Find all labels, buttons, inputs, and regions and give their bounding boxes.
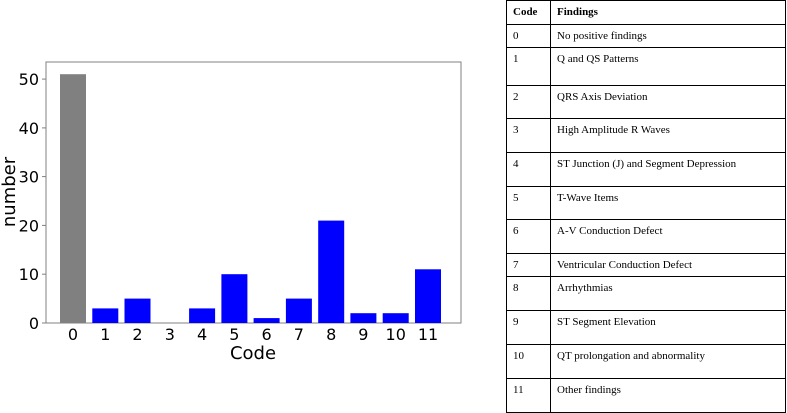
y-tick-label: 0 (29, 314, 39, 333)
y-tick-label: 50 (19, 70, 39, 89)
y-tick-label: 20 (19, 216, 39, 235)
code-cell: 9 (506, 310, 551, 345)
finding-cell: High Amplitude R Waves (550, 118, 786, 153)
code-cell: 1 (506, 47, 551, 86)
finding-cell: A-V Conduction Defect (550, 219, 786, 254)
bar-code-6 (253, 318, 280, 323)
table-row: 11 Other findings (506, 378, 786, 413)
code-cell: 7 (506, 253, 551, 277)
bar-code-4 (189, 308, 216, 323)
table-row: 3 High Amplitude R Waves (506, 118, 786, 153)
x-tick-label: 7 (294, 325, 304, 344)
code-cell: 10 (506, 344, 551, 379)
finding-cell: Other findings (550, 378, 786, 413)
table-row: 4 ST Junction (J) and Segment Depression (506, 152, 786, 187)
finding-cell: ST Segment Elevation (550, 310, 786, 345)
code-cell: 0 (506, 24, 551, 48)
bar-code-8 (318, 220, 345, 323)
y-tick-label: 40 (19, 119, 39, 138)
table-row: 0 No positive findings (506, 24, 786, 48)
code-cell: 2 (506, 85, 551, 119)
table-row: 2 QRS Axis Deviation (506, 85, 786, 119)
x-tick-label: 9 (358, 325, 368, 344)
code-cell: 5 (506, 186, 551, 220)
x-tick-label: 10 (386, 325, 406, 344)
code-cell: 11 (506, 378, 551, 413)
findings-column-header: Findings (550, 0, 786, 25)
table-row: 10 QT prolongation and abnormality (506, 344, 786, 379)
x-tick-label: 3 (165, 325, 175, 344)
code-cell: 4 (506, 152, 551, 187)
x-tick-label: 4 (197, 325, 207, 344)
code-cell: 8 (506, 276, 551, 311)
table-row: 8 Arrhythmias (506, 276, 786, 311)
y-tick-label: 30 (19, 168, 39, 187)
x-tick-label: 5 (229, 325, 239, 344)
bar-code-1 (92, 308, 119, 323)
y-axis-label: number (0, 156, 20, 227)
x-tick-label: 6 (262, 325, 272, 344)
table-row: 5 T-Wave Items (506, 186, 786, 220)
y-tick-label: 10 (19, 265, 39, 284)
x-tick-label: 0 (68, 325, 78, 344)
bar-code-10 (382, 313, 409, 323)
plot-frame (45, 61, 462, 324)
x-tick-label: 2 (132, 325, 142, 344)
bar-code-2 (124, 298, 151, 323)
finding-cell: QT prolongation and abnormality (550, 344, 786, 379)
code-cell: 3 (506, 118, 551, 153)
finding-cell: Arrhythmias (550, 276, 786, 311)
table-row: 6 A-V Conduction Defect (506, 219, 786, 254)
bar-code-5 (221, 274, 248, 323)
table-row: 7 Ventricular Conduction Defect (506, 253, 786, 277)
x-tick-label: 11 (418, 325, 438, 344)
table-header-row: Code Findings (506, 0, 786, 25)
x-tick-label: 8 (326, 325, 336, 344)
finding-cell: Ventricular Conduction Defect (550, 253, 786, 277)
finding-cell: No positive findings (550, 24, 786, 48)
bar-code-7 (285, 298, 312, 323)
code-column-header: Code (506, 0, 551, 25)
finding-cell: QRS Axis Deviation (550, 85, 786, 119)
bar-code-11 (415, 269, 441, 323)
x-axis-label: Code (230, 343, 276, 364)
finding-cell: Q and QS Patterns (550, 47, 786, 86)
bar-code-9 (350, 313, 377, 323)
finding-cell: T-Wave Items (550, 186, 786, 220)
table-row: 9 ST Segment Elevation (506, 310, 786, 345)
finding-cell: ST Junction (J) and Segment Depression (550, 152, 786, 187)
code-cell: 6 (506, 219, 551, 254)
x-tick-label: 1 (100, 325, 110, 344)
bar-code-0 (60, 74, 86, 323)
bar-chart: 0 1 2 3 4 5 6 7 8 9 10 11 0 10 20 30 40 50 Code number (0, 61, 462, 364)
